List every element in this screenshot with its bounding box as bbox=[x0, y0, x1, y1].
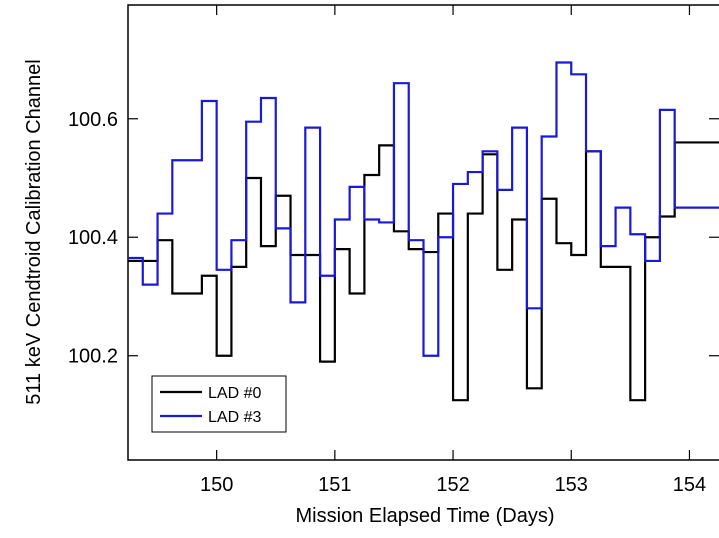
step-line bbox=[128, 61, 719, 357]
x-tick-label: 151 bbox=[318, 474, 351, 496]
x-tick-label: 152 bbox=[436, 474, 469, 496]
legend-label: LAD #3 bbox=[208, 409, 261, 426]
x-tick-label: 153 bbox=[555, 474, 588, 496]
y-tick-label: 100.2 bbox=[68, 346, 118, 368]
y-tick-label: 100.6 bbox=[68, 109, 118, 131]
plot-frame bbox=[127, 4, 719, 461]
x-tick-label: 150 bbox=[200, 474, 233, 496]
legend-box bbox=[151, 375, 287, 433]
legend-label: LAD #0 bbox=[208, 385, 261, 402]
x-tick-label: 154 bbox=[673, 474, 706, 496]
y-axis-label: 511 keV Cendtroid Calibration Channel bbox=[23, 59, 45, 404]
y-tick-label: 100.4 bbox=[68, 227, 118, 249]
x-axis-label: Mission Elapsed Time (Days) bbox=[296, 505, 555, 527]
